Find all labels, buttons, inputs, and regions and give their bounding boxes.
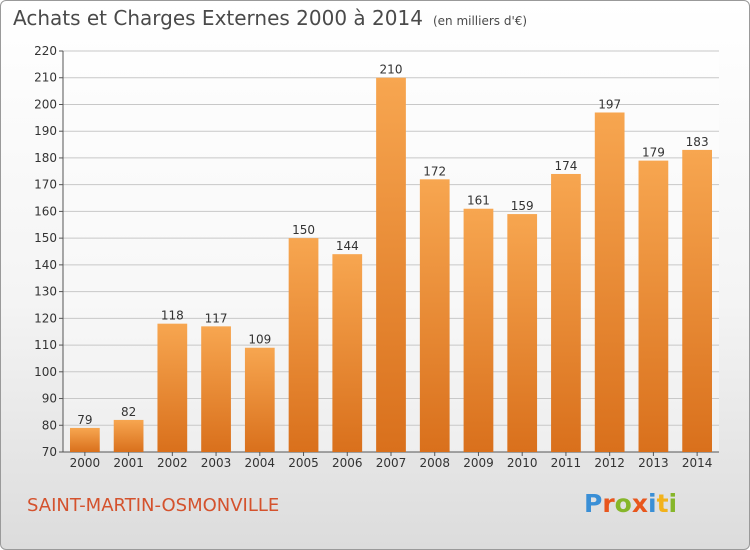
data-label: 159 xyxy=(511,199,534,213)
logo-letter: o xyxy=(614,489,632,518)
data-label: 144 xyxy=(336,239,359,253)
data-label: 179 xyxy=(642,146,665,160)
x-tick-label: 2010 xyxy=(507,456,538,470)
logo-letter: i xyxy=(668,489,678,518)
y-tick-label: 170 xyxy=(34,178,57,192)
y-tick-label: 160 xyxy=(34,204,57,218)
bar xyxy=(332,254,363,452)
bar xyxy=(201,326,231,452)
bar xyxy=(463,208,494,452)
y-tick-label: 200 xyxy=(34,97,57,111)
logo-letter: r xyxy=(602,489,615,518)
data-label: 118 xyxy=(161,309,184,323)
data-label: 82 xyxy=(121,405,136,419)
unit-note: (en milliers d'€) xyxy=(432,14,528,28)
x-tick-label: 2005 xyxy=(288,456,319,470)
data-label: 183 xyxy=(686,135,709,149)
chart-title-text: Achats et Charges Externes 2000 à 2014 xyxy=(13,6,423,30)
y-tick-label: 110 xyxy=(34,338,57,352)
logo-letter: t xyxy=(656,489,669,518)
x-tick-label: 2001 xyxy=(113,456,144,470)
data-label: 161 xyxy=(467,194,490,208)
data-label: 109 xyxy=(248,333,271,347)
chart-title: Achats et Charges Externes 2000 à 2014 (e… xyxy=(13,6,527,30)
y-tick-label: 80 xyxy=(42,418,57,432)
data-label: 150 xyxy=(292,223,315,237)
x-tick-label: 2003 xyxy=(201,456,232,470)
x-tick-label: 2014 xyxy=(682,456,713,470)
x-tick-label: 2002 xyxy=(157,456,188,470)
bar xyxy=(376,77,406,452)
y-tick-label: 190 xyxy=(34,124,57,138)
bar xyxy=(551,173,581,452)
y-tick-label: 130 xyxy=(34,285,57,299)
bar xyxy=(113,419,144,452)
logo-letter: i xyxy=(648,489,657,518)
data-labels: 79 82 118 117 109 150 144 210 172 161 159 174 197 179… xyxy=(77,63,708,427)
x-tick-label: 2012 xyxy=(594,456,625,470)
data-label: 197 xyxy=(598,97,621,111)
data-label: 174 xyxy=(554,159,577,173)
x-tick-label: 2006 xyxy=(332,456,363,470)
x-tick-label: 2008 xyxy=(419,456,450,470)
x-tick-label: 2011 xyxy=(551,456,582,470)
commune-name: SAINT-MARTIN-OSMONVILLE xyxy=(27,495,280,516)
bar xyxy=(419,179,450,452)
y-tick-label: 100 xyxy=(34,365,57,379)
logo-letter: x xyxy=(631,489,648,518)
proxiti-logo[interactable]: Proxiti xyxy=(584,489,677,518)
x-tick-label: 2000 xyxy=(70,456,101,470)
data-label: 117 xyxy=(205,311,228,325)
bars xyxy=(69,77,713,452)
y-tick-label: 90 xyxy=(42,392,57,406)
y-tick-label: 70 xyxy=(42,445,57,459)
y-tick-label: 140 xyxy=(34,258,57,272)
bar xyxy=(682,149,713,452)
y-tick-label: 180 xyxy=(34,151,57,165)
bar xyxy=(638,160,669,452)
x-tick-label: 2013 xyxy=(638,456,669,470)
x-tick-label: 2004 xyxy=(245,456,276,470)
bar xyxy=(157,323,188,452)
data-label: 172 xyxy=(423,164,446,178)
y-tick-label: 220 xyxy=(34,44,57,58)
bar xyxy=(244,347,275,452)
logo-letter: P xyxy=(584,489,603,518)
bar xyxy=(69,427,100,452)
data-label: 79 xyxy=(77,413,92,427)
y-tick-label: 120 xyxy=(34,311,57,325)
bar xyxy=(507,214,538,452)
x-tick-label: 2009 xyxy=(463,456,494,470)
data-label: 210 xyxy=(380,63,403,77)
x-tick-label: 2007 xyxy=(376,456,407,470)
y-tick-label: 210 xyxy=(34,71,57,85)
y-tick-label: 150 xyxy=(34,231,57,245)
bar xyxy=(594,112,625,452)
bar xyxy=(288,238,319,452)
